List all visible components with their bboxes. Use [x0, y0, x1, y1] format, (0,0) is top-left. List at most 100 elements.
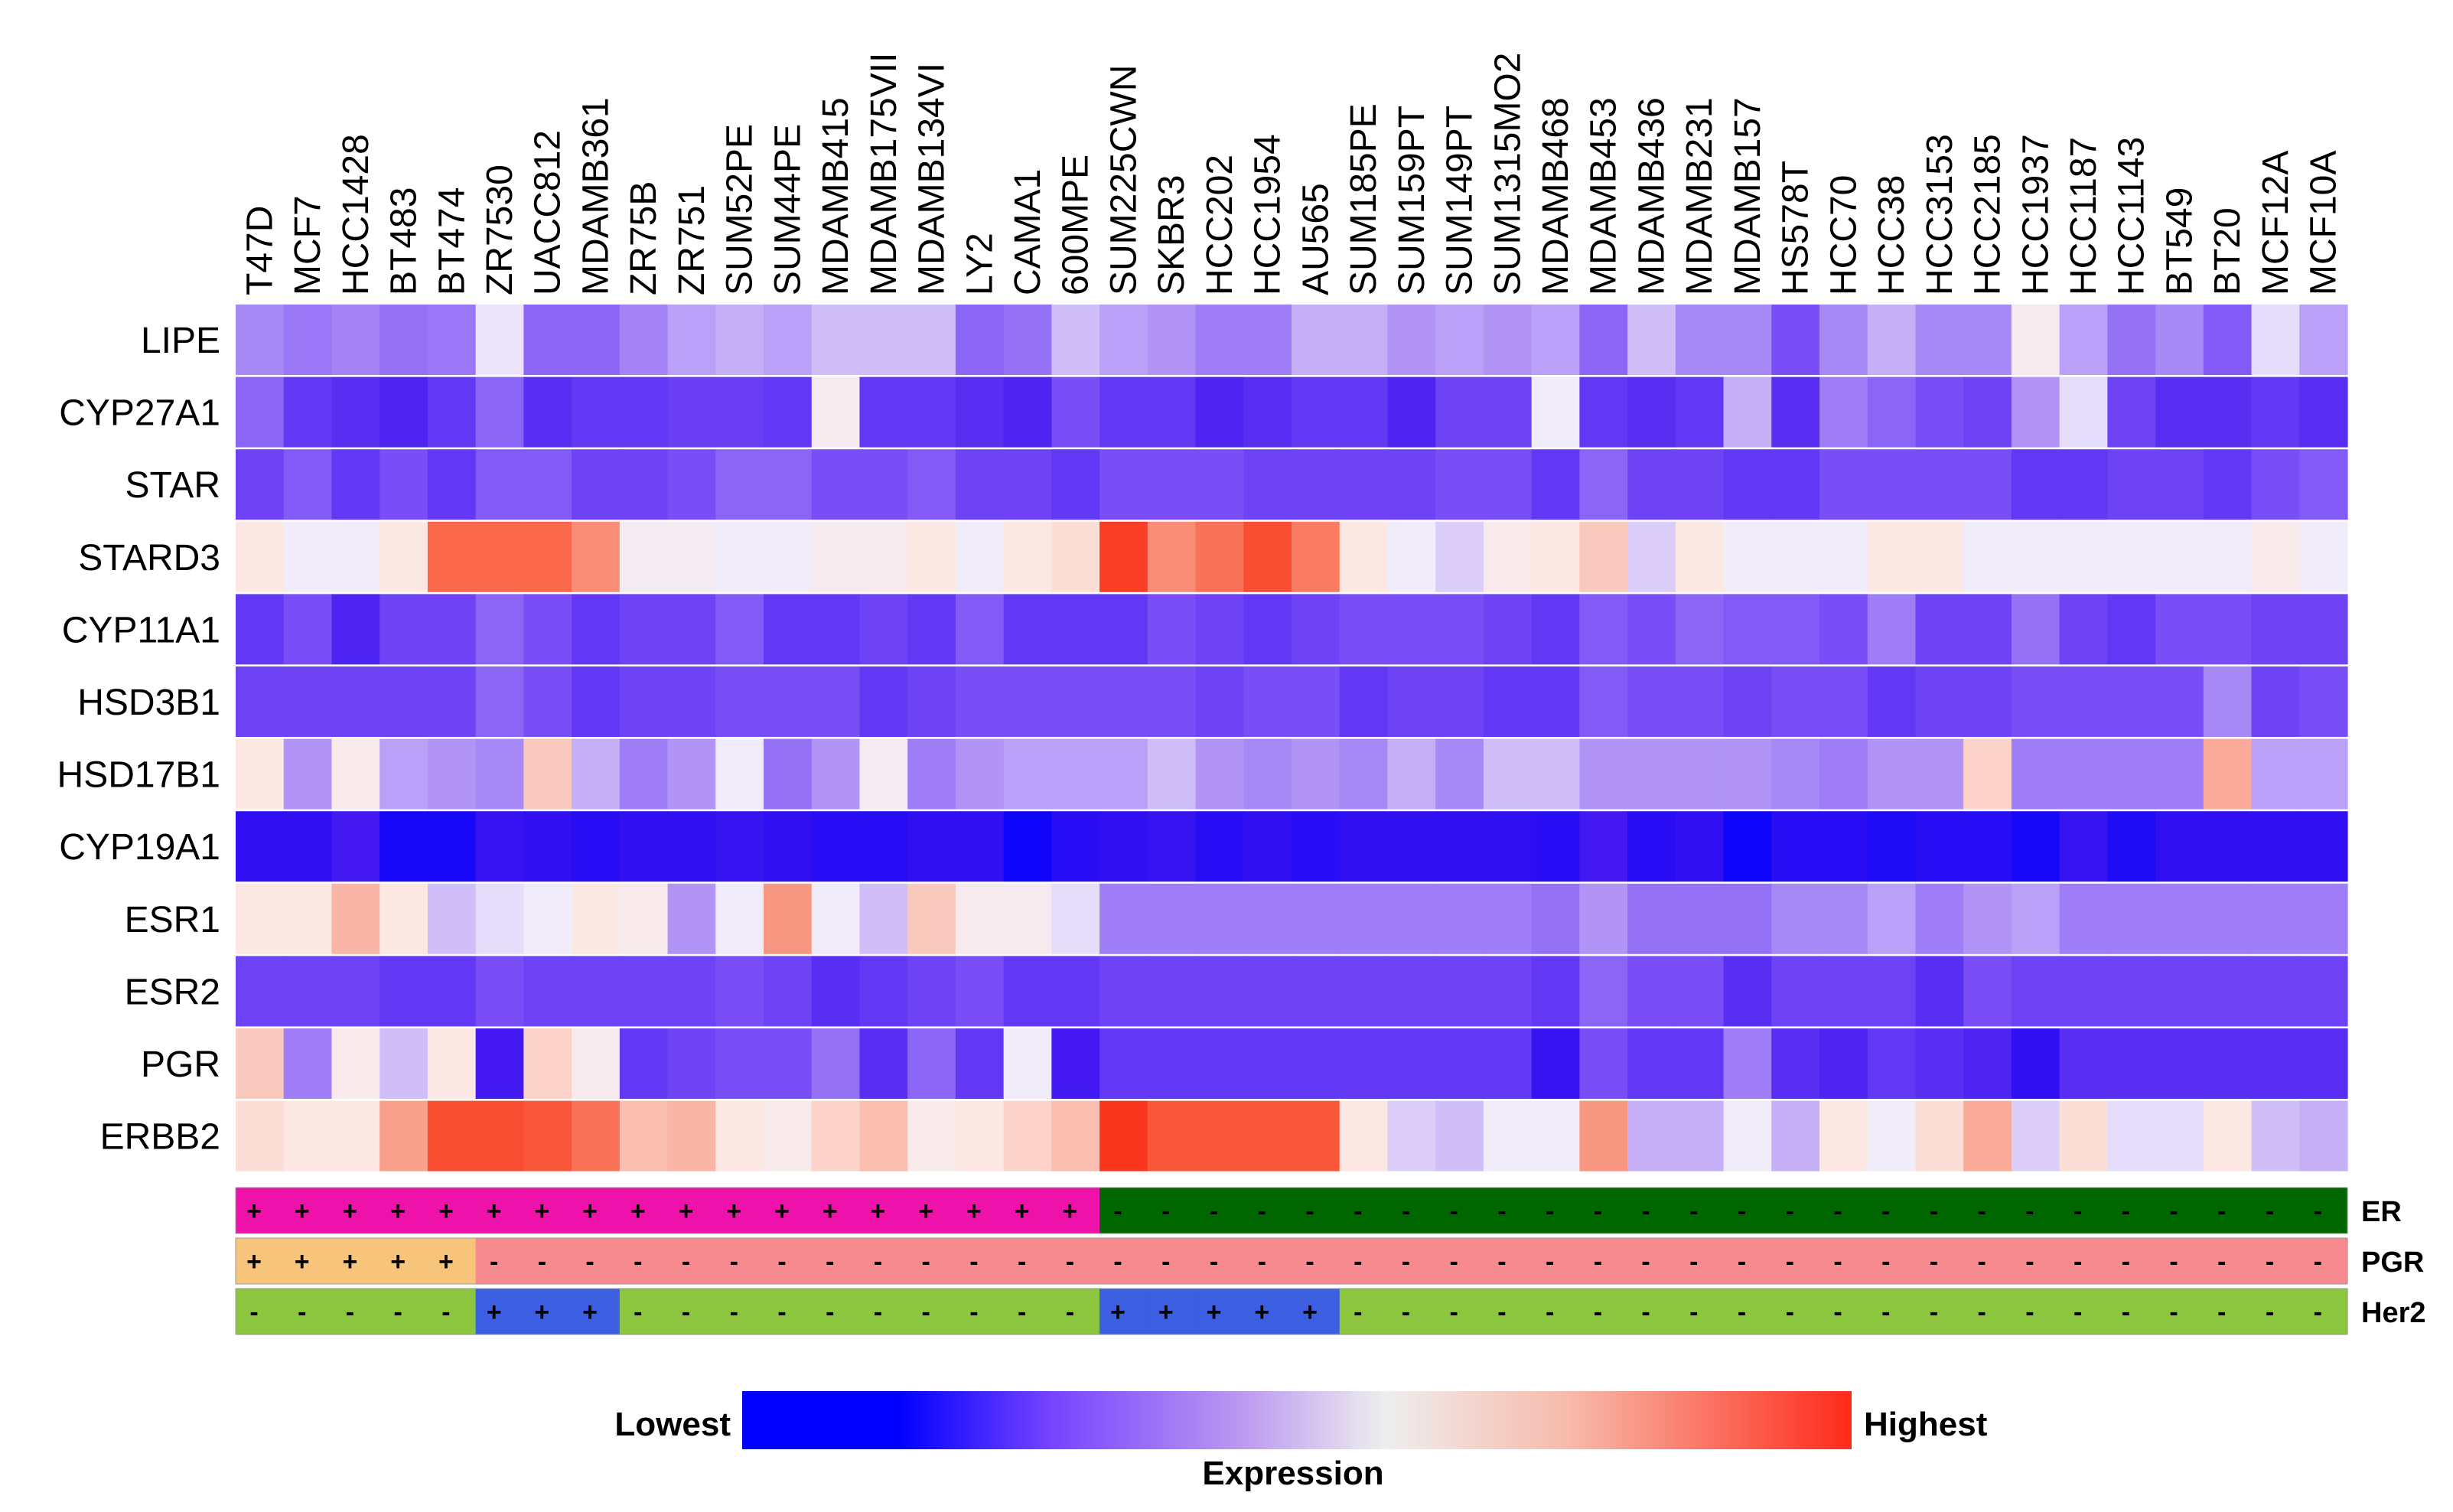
heatmap-cell: [1147, 811, 1197, 882]
heatmap-cell: [1339, 1100, 1389, 1171]
annotation-symbol: -: [1113, 1197, 1122, 1226]
heatmap-cell: [1003, 738, 1052, 810]
column-label: BT549: [2159, 187, 2200, 295]
annotation-symbol: -: [2314, 1298, 2322, 1327]
annotation-cell: [1147, 1188, 1197, 1233]
annotation-symbol: -: [1210, 1197, 1218, 1226]
column-label: MDAMB157: [1728, 97, 1768, 295]
column-label: MDAMB468: [1536, 97, 1576, 295]
heatmap-cell: [2155, 449, 2204, 520]
annotation-cell: [572, 1289, 621, 1334]
heatmap-cell: [1435, 449, 1484, 520]
heatmap-cell: [715, 956, 764, 1027]
heatmap-cell: [955, 376, 1005, 448]
heatmap-cell: [1819, 449, 1868, 520]
annotation-cell: [1195, 1289, 1244, 1334]
annotation-symbol: -: [1738, 1298, 1746, 1327]
heatmap-cell: [619, 811, 669, 882]
heatmap-cell: [2011, 305, 2060, 375]
annotation-cell: [1723, 1289, 1772, 1334]
column-label: MDAMB453: [1584, 97, 1624, 295]
heatmap-cell: [764, 956, 813, 1027]
heatmap-cell: [2299, 883, 2348, 954]
heatmap-cell: [1195, 883, 1244, 954]
annotation-symbol: -: [585, 1247, 594, 1276]
heatmap-cell: [1292, 1028, 1341, 1099]
annotation-symbol: -: [1450, 1247, 1458, 1276]
heatmap-cell: [427, 521, 477, 592]
heatmap-cell: [1003, 376, 1052, 448]
heatmap-cell: [1723, 376, 1772, 448]
row-label: CYP19A1: [59, 827, 220, 868]
heatmap-cell: [907, 449, 956, 520]
annotation-symbol: +: [1062, 1197, 1077, 1226]
heatmap-cell: [236, 521, 285, 592]
heatmap-cell: [1723, 305, 1772, 375]
annotation-cell: [1292, 1289, 1341, 1334]
heatmap-cell: [1627, 594, 1676, 665]
heatmap-cell: [427, 376, 477, 448]
heatmap-cell: [859, 883, 908, 954]
column-label: MCF7: [288, 195, 328, 295]
column-label: HCC70: [1823, 175, 1864, 295]
heatmap-cell: [1915, 883, 1964, 954]
heatmap-cell: [1531, 449, 1580, 520]
heatmap-cell: [1003, 305, 1052, 375]
annotation-cell: [764, 1289, 813, 1334]
heatmap-cell: [331, 376, 380, 448]
heatmap-cell: [1099, 376, 1148, 448]
annotation-cell: [1483, 1188, 1533, 1233]
heatmap-cell: [1579, 1100, 1628, 1171]
annotation-cell: [715, 1289, 764, 1334]
heatmap-cell: [572, 956, 621, 1027]
heatmap-cell: [1099, 883, 1148, 954]
row-label: CYP11A1: [62, 610, 220, 650]
heatmap-cell: [1963, 305, 2012, 375]
heatmap-cell: [283, 1100, 333, 1171]
annotation-symbol: -: [1786, 1247, 1794, 1276]
column-label: UACC812: [528, 130, 568, 295]
heatmap-cell: [1915, 521, 1964, 592]
row-label: STARD3: [78, 538, 220, 578]
annotation-symbol: +: [534, 1298, 549, 1327]
heatmap-cell: [1867, 594, 1917, 665]
heatmap-cell: [1483, 666, 1533, 737]
annotation-cell: [2155, 1188, 2204, 1233]
annotation-cell: [1819, 1238, 1868, 1284]
heatmap-cell: [1387, 449, 1436, 520]
heatmap-cell: [2203, 376, 2253, 448]
heatmap-cell: [1387, 521, 1436, 592]
heatmap-cell: [331, 738, 380, 810]
annotation-cell: [1675, 1188, 1725, 1233]
annotation-symbol: -: [1066, 1298, 1074, 1327]
heatmap-cell: [1292, 1100, 1341, 1171]
heatmap-cell: [331, 883, 380, 954]
heatmap-cell: [331, 666, 380, 737]
heatmap-cell: [1675, 666, 1725, 737]
column-label: MDAMB361: [575, 97, 616, 295]
annotation-cell: [1963, 1238, 2012, 1284]
annotation-symbol: +: [390, 1197, 406, 1226]
heatmap-cell: [1915, 956, 1964, 1027]
annotation-symbol: -: [730, 1247, 738, 1276]
annotation-cell: [1387, 1289, 1436, 1334]
heatmap-cell: [427, 738, 477, 810]
heatmap-cell: [572, 1028, 621, 1099]
annotation-cell: [1867, 1238, 1917, 1284]
heatmap-cell: [1915, 811, 1964, 882]
annotation-symbol: -: [2122, 1298, 2130, 1327]
heatmap-cell: [2203, 1100, 2253, 1171]
heatmap-cell: [1771, 449, 1820, 520]
heatmap-cell: [1867, 376, 1917, 448]
heatmap-cell: [764, 883, 813, 954]
heatmap-cell: [859, 666, 908, 737]
annotation-cell: [1003, 1289, 1052, 1334]
heatmap-cell: [1579, 594, 1628, 665]
heatmap-cell: [1003, 521, 1052, 592]
heatmap-cell: [1771, 738, 1820, 810]
heatmap-cell: [715, 305, 764, 375]
heatmap-cell: [1675, 521, 1725, 592]
annotation-symbol: -: [2025, 1197, 2034, 1226]
heatmap-cell: [1627, 956, 1676, 1027]
